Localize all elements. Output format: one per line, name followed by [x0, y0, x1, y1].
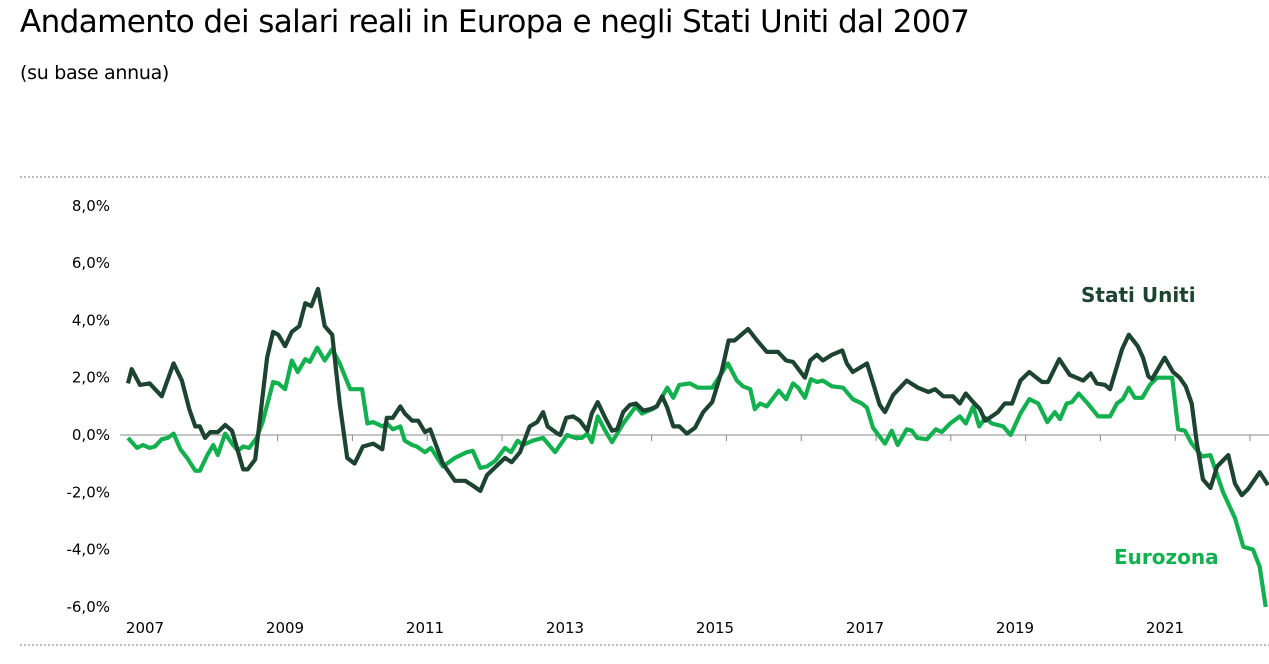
- x-tick-label: 2017: [846, 619, 884, 637]
- x-tick-label: 2013: [546, 619, 584, 637]
- series-label-eurozona: Eurozona: [1114, 545, 1219, 569]
- y-tick-label: -4,0%: [66, 541, 110, 559]
- chart-subtitle: (su base annua): [20, 62, 170, 84]
- x-tick-label: 2007: [126, 619, 164, 637]
- y-tick-label: -6,0%: [66, 598, 110, 616]
- x-tick-label: 2015: [696, 619, 734, 637]
- chart-title: Andamento dei salari reali in Europa e n…: [20, 4, 970, 40]
- y-tick-label: 0,0%: [72, 426, 110, 444]
- x-tick-label: 2019: [996, 619, 1034, 637]
- y-tick-label: 4,0%: [72, 311, 110, 329]
- y-tick-label: 2,0%: [72, 369, 110, 387]
- y-tick-label: -2,0%: [66, 483, 110, 501]
- y-tick-label: 6,0%: [72, 254, 110, 272]
- series-line-eurozona: [126, 345, 1268, 608]
- x-tick-label: 2021: [1146, 619, 1184, 637]
- series-label-stati-uniti: Stati Uniti: [1081, 283, 1196, 307]
- x-tick-label: 2009: [266, 619, 304, 637]
- x-tick-label: 2011: [406, 619, 444, 637]
- series-line-stati-uniti: [125, 286, 1269, 498]
- y-tick-label: 8,0%: [72, 197, 110, 215]
